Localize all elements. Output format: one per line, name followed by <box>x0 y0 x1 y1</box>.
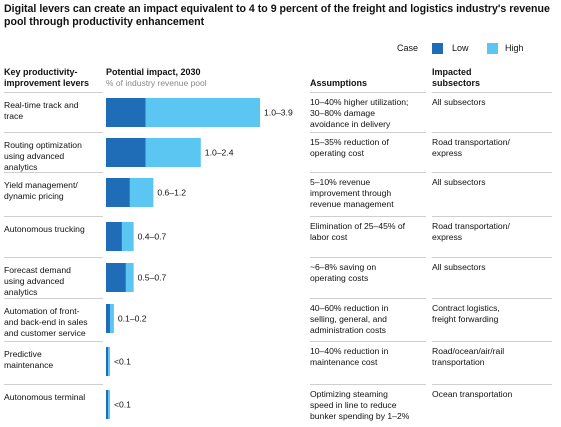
row-divider <box>432 216 552 217</box>
legend-title: Case <box>397 43 419 53</box>
subsector-text: Contract logistics, freight forwarding <box>432 303 500 324</box>
row-divider <box>4 257 103 258</box>
assumption-text: ~6–8% saving on operating costs <box>310 262 377 283</box>
legend-label-high: High <box>505 43 524 53</box>
assumption-text: 40–60% reduction in selling, general, an… <box>310 303 389 335</box>
row-divider <box>432 257 552 258</box>
header-subsectors: Impacted subsectors <box>432 67 481 88</box>
lever-label: Autonomous terminal <box>4 392 86 402</box>
assumption-text: Optimizing steaming speed in line to red… <box>310 389 410 421</box>
assumption-text: 15–35% reduction of operating cost <box>310 137 389 158</box>
row-divider <box>432 172 552 173</box>
lever-label: Predictive maintenance <box>4 349 54 370</box>
subsector-text: Ocean transportation <box>432 389 513 399</box>
legend-swatch-high <box>487 43 498 54</box>
bar-data-label: 0.6–1.2 <box>157 188 186 198</box>
subsector-text: All subsectors <box>432 262 486 272</box>
bar-data-label: 0.5–0.7 <box>138 273 167 283</box>
bar-low <box>106 390 108 419</box>
bar-low <box>106 138 146 167</box>
legend-swatch-low <box>432 43 443 54</box>
header-impact: Potential impact, 2030 <box>106 67 201 77</box>
bar-low <box>106 347 108 376</box>
lever-label: Real-time track and trace <box>4 100 79 121</box>
bar-data-label: 0.1–0.2 <box>118 314 147 324</box>
lever-label: Yield management/ dynamic pricing <box>4 180 78 201</box>
assumption-text: 5–10% revenue improvement through revenu… <box>310 177 394 209</box>
subsector-text: All subsectors <box>432 177 486 187</box>
bar-data-label: 1.0–2.4 <box>205 148 234 158</box>
row-divider <box>432 298 552 299</box>
bar-data-label: 0.4–0.7 <box>138 232 167 242</box>
header-impact-sub: % of industry revenue pool <box>106 78 207 88</box>
header-levers: Key productivity- improvement levers <box>4 67 90 88</box>
bar-low <box>106 304 110 333</box>
row-divider <box>310 132 426 133</box>
header-divider-assumptions <box>310 92 426 93</box>
bar-low <box>106 222 122 251</box>
chart-title: Digital levers can create an impact equi… <box>4 3 550 28</box>
bar-low <box>106 263 126 292</box>
legend-label-low: Low <box>452 43 469 53</box>
bar-low <box>106 98 146 127</box>
lever-label: Routing optimization using advanced anal… <box>4 140 82 172</box>
row-divider <box>4 384 103 385</box>
header-assumptions: Assumptions <box>310 78 368 88</box>
bar-low <box>106 178 130 207</box>
lever-label: Automation of front- and back-end in sal… <box>4 306 88 338</box>
row-divider <box>4 216 103 217</box>
assumption-text: Elimination of 25–45% of labor cost <box>310 221 406 242</box>
subsector-text: All subsectors <box>432 97 486 107</box>
row-divider <box>4 172 103 173</box>
assumption-text: 10–40% higher utilization; 30–80% damage… <box>310 97 409 129</box>
row-divider <box>432 384 552 385</box>
row-divider <box>310 298 426 299</box>
header-divider-levers <box>4 92 103 93</box>
row-divider <box>310 384 426 385</box>
row-divider <box>432 341 552 342</box>
row-divider <box>4 341 103 342</box>
assumption-text: 10–40% reduction in maintenance cost <box>310 346 389 367</box>
bar-data-label: <0.1 <box>114 400 131 410</box>
legend: Case Low High <box>0 43 561 57</box>
row-divider <box>4 298 103 299</box>
subsector-text: Road transportation/ express <box>432 137 510 158</box>
row-divider <box>4 132 103 133</box>
lever-label: Forecast demand using advanced analytics <box>4 265 71 297</box>
lever-label: Autonomous trucking <box>4 224 85 234</box>
row-divider <box>310 216 426 217</box>
header-divider-subsectors <box>432 92 552 93</box>
subsector-text: Road transportation/ express <box>432 221 510 242</box>
row-divider <box>310 172 426 173</box>
subsector-text: Road/ocean/air/rail transportation <box>432 346 505 367</box>
bar-data-label: 1.0–3.9 <box>264 108 293 118</box>
bar-data-label: <0.1 <box>114 357 131 367</box>
row-divider <box>310 341 426 342</box>
row-divider <box>432 132 552 133</box>
row-divider <box>310 257 426 258</box>
